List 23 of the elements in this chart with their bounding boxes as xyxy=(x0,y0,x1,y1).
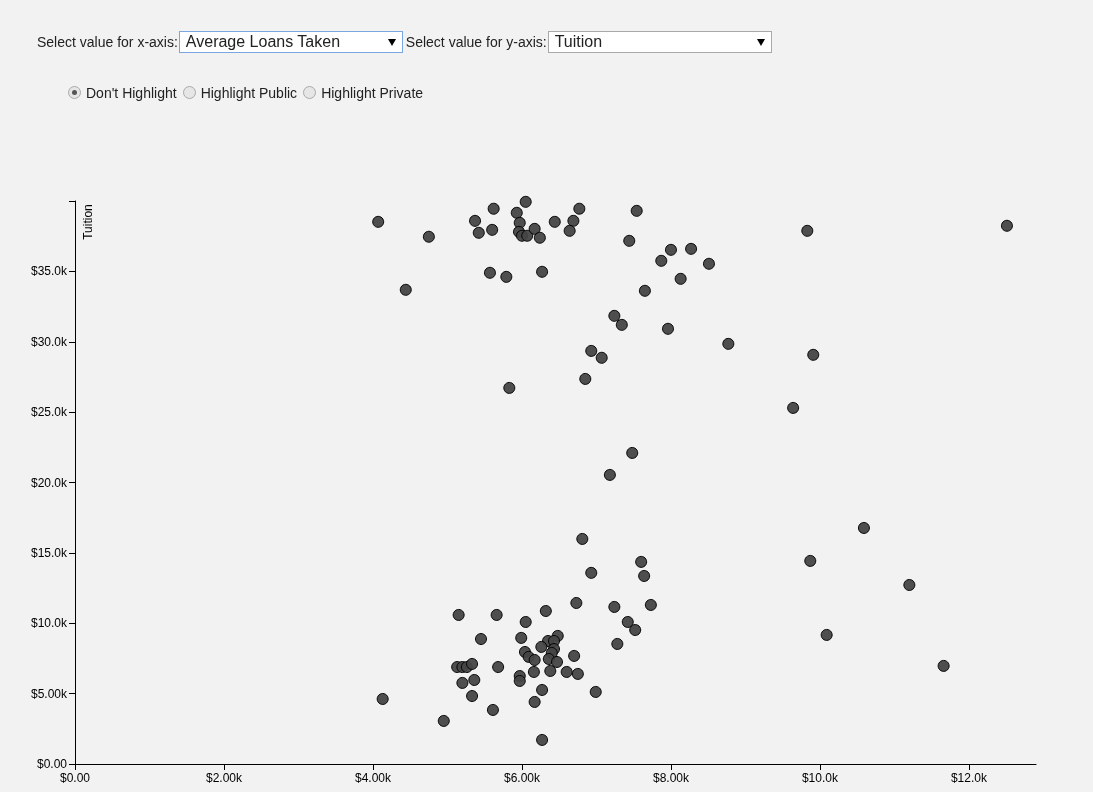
x-tick-label: $8.00k xyxy=(652,771,690,785)
text: Highlight Public xyxy=(199,85,298,101)
text: Don't Highlight xyxy=(85,85,177,101)
x-tick-label: $6.00k xyxy=(503,771,541,785)
y-tick-label: $15.0k xyxy=(30,545,68,560)
text: Select value for x-axis: xyxy=(37,34,178,50)
y-tick-label: $30.0k xyxy=(30,334,68,349)
y-tick-label: $10.0k xyxy=(30,616,68,631)
y-tick-label: $20.0k xyxy=(30,475,68,490)
x-tick-label: $0.00 xyxy=(59,771,91,785)
x-axis-dropdown: Average Loans Taken xyxy=(178,31,403,53)
x-tick-label: $2.00k xyxy=(205,771,244,785)
x-tick-label: $10.0k xyxy=(801,771,839,785)
y-axis-title: Tuition xyxy=(81,204,95,240)
text: Select value for y-axis: xyxy=(405,34,547,50)
y-tick-label: $25.0k xyxy=(30,405,68,420)
y-tick-label: $0.00 xyxy=(36,757,68,771)
x-tick-label: $12.0k xyxy=(950,771,988,785)
x-tick-label: $4.00k xyxy=(354,771,392,785)
text: Highlight Private xyxy=(320,85,424,101)
y-tick-label: $5.00k xyxy=(30,686,68,701)
y-tick-label: $35.0k xyxy=(30,264,68,279)
y-axis-dropdown: Tuition xyxy=(547,31,772,53)
